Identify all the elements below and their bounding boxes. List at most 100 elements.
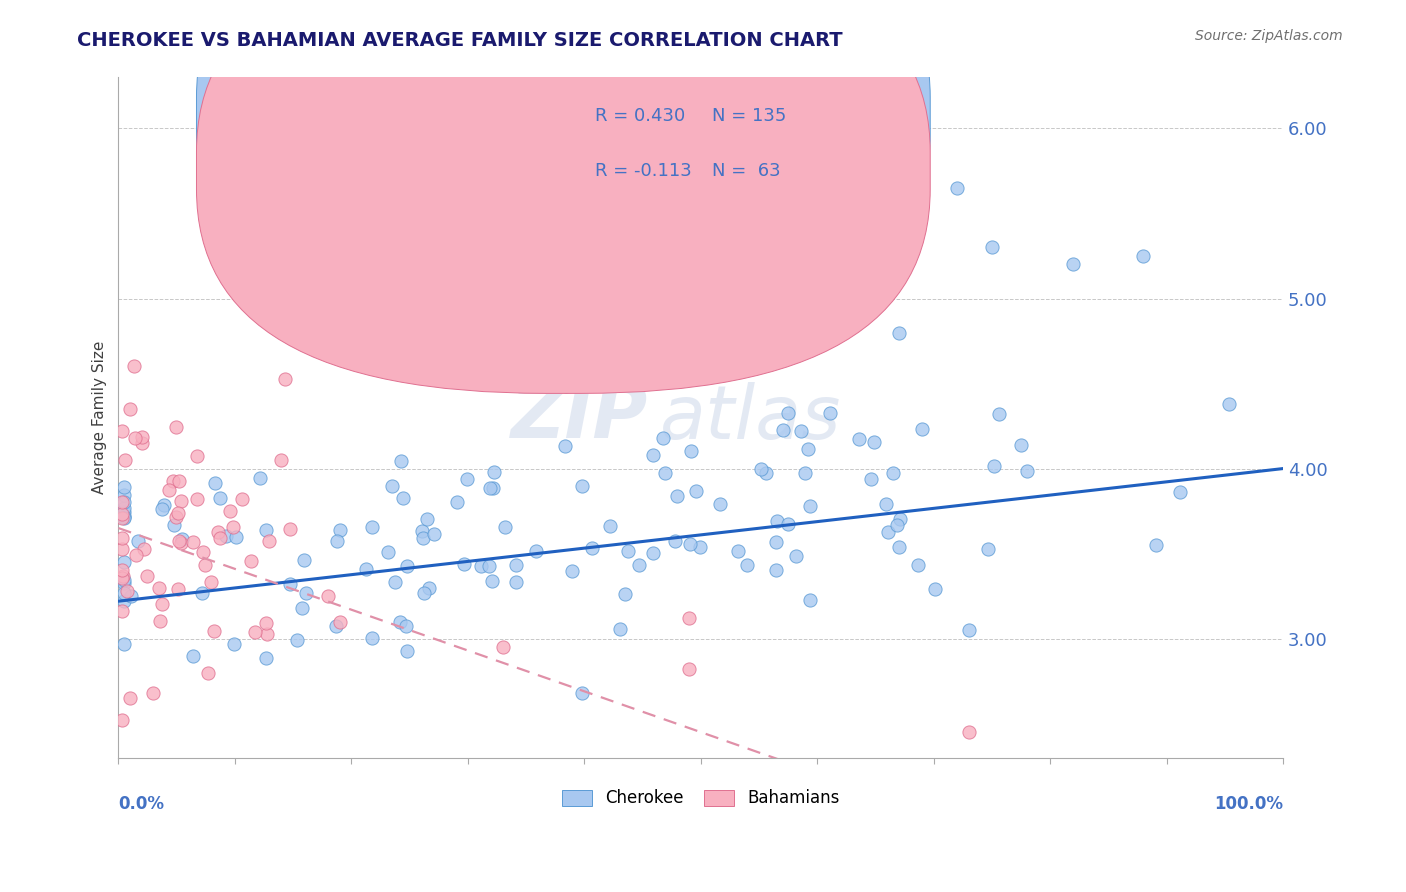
Point xyxy=(418,582,440,596)
Point xyxy=(231,492,253,507)
Point xyxy=(581,541,603,555)
Point xyxy=(193,545,215,559)
Point xyxy=(112,586,135,600)
Point xyxy=(957,725,980,739)
Point xyxy=(446,495,468,509)
Point xyxy=(678,662,700,676)
Point xyxy=(280,522,302,536)
Point xyxy=(170,494,193,508)
Point xyxy=(111,424,134,438)
Point xyxy=(1168,484,1191,499)
Point xyxy=(678,611,700,625)
Point xyxy=(120,691,142,706)
Text: Source: ZipAtlas.com: Source: ZipAtlas.com xyxy=(1195,29,1343,43)
Point xyxy=(882,466,904,480)
Point xyxy=(755,466,778,480)
Point xyxy=(830,283,852,297)
Point xyxy=(136,568,159,582)
Point xyxy=(150,502,173,516)
Point xyxy=(907,558,929,573)
Point xyxy=(112,510,135,524)
Point xyxy=(981,240,1004,254)
Point xyxy=(765,563,787,577)
Point xyxy=(194,558,217,573)
Point xyxy=(772,423,794,437)
Point xyxy=(111,571,134,585)
Legend: Cherokee, Bahamians: Cherokee, Bahamians xyxy=(555,782,846,814)
Point xyxy=(222,520,245,534)
Point xyxy=(170,535,193,549)
FancyBboxPatch shape xyxy=(526,91,823,203)
Point xyxy=(114,453,136,467)
Point xyxy=(456,472,478,486)
Point xyxy=(326,533,349,548)
Point xyxy=(112,487,135,501)
Point xyxy=(112,594,135,608)
Point xyxy=(112,573,135,587)
Point xyxy=(181,648,204,663)
Point xyxy=(186,491,208,506)
Point xyxy=(641,449,664,463)
Point xyxy=(111,510,134,524)
Point xyxy=(561,564,583,578)
Point xyxy=(492,640,515,654)
Point xyxy=(983,458,1005,473)
Point xyxy=(377,545,399,559)
Point xyxy=(413,586,436,600)
Point xyxy=(294,586,316,600)
Point xyxy=(111,713,134,727)
Point xyxy=(256,523,278,537)
Point xyxy=(166,420,188,434)
Point xyxy=(117,583,139,598)
Point xyxy=(889,541,911,555)
Point xyxy=(120,402,142,417)
Point xyxy=(316,589,339,603)
Point xyxy=(127,533,149,548)
Point xyxy=(571,479,593,493)
Point xyxy=(392,491,415,505)
Point xyxy=(654,466,676,480)
Point xyxy=(215,529,238,543)
Point xyxy=(679,443,702,458)
Point xyxy=(131,436,153,450)
Point xyxy=(361,632,384,646)
Point xyxy=(481,574,503,589)
Point xyxy=(245,625,267,640)
Point xyxy=(479,481,502,495)
Point xyxy=(287,633,309,648)
Point xyxy=(112,637,135,651)
Point xyxy=(381,478,404,492)
Point xyxy=(484,465,506,479)
Point xyxy=(616,544,638,558)
Point xyxy=(395,619,418,633)
Point xyxy=(112,480,135,494)
Text: R = 0.430: R = 0.430 xyxy=(595,107,685,125)
Point xyxy=(291,600,314,615)
Text: N = 135: N = 135 xyxy=(713,107,787,125)
Point xyxy=(709,497,731,511)
Point xyxy=(112,509,135,524)
Point xyxy=(411,524,433,538)
Point xyxy=(131,430,153,444)
Point xyxy=(111,507,134,521)
Point xyxy=(225,530,247,544)
Point xyxy=(412,531,434,545)
Point xyxy=(167,533,190,548)
Point xyxy=(181,534,204,549)
Point xyxy=(628,558,651,572)
Point xyxy=(270,453,292,467)
Point xyxy=(889,512,911,526)
Point xyxy=(665,489,688,503)
Point xyxy=(169,475,191,489)
Point xyxy=(274,372,297,386)
Point xyxy=(860,472,883,486)
Point xyxy=(191,586,214,600)
Text: 100.0%: 100.0% xyxy=(1215,795,1284,813)
Point xyxy=(415,512,437,526)
Point xyxy=(689,540,711,554)
Point xyxy=(222,637,245,651)
Point xyxy=(112,576,135,591)
Point xyxy=(111,604,134,618)
Point xyxy=(111,541,134,556)
Point xyxy=(505,574,527,589)
